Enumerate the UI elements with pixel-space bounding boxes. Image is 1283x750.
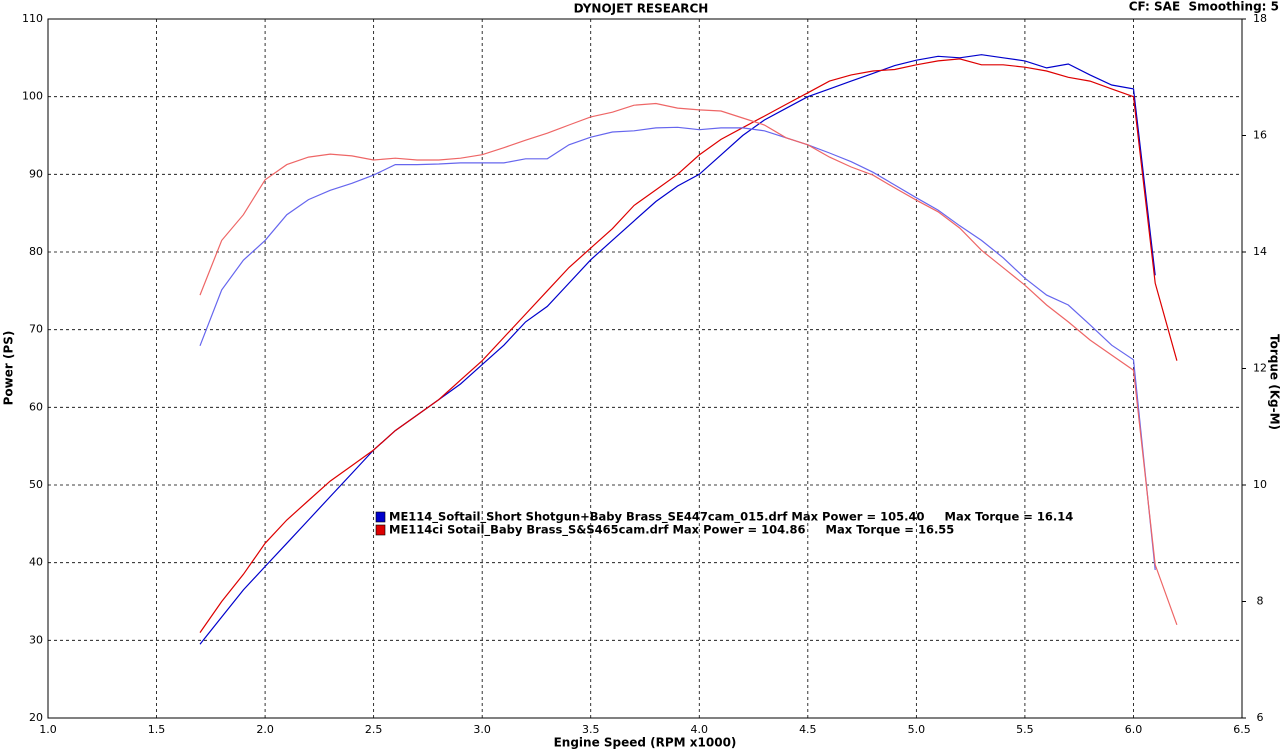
x-axis-label: Engine Speed (RPM x1000) [554,736,737,750]
x-tick-label: 5.0 [908,723,926,736]
x-tick-label: 4.0 [691,723,709,736]
plot-frame [47,18,1243,719]
legend-swatch [375,524,386,536]
x-tick-label: 1.5 [148,723,166,736]
data-line [199,126,1156,571]
x-tick-label: 1.0 [39,723,57,736]
y2-tick-label: 10 [1253,478,1267,491]
y-tick-label: 40 [29,556,43,569]
y2-axis-label: Torque (Kg-M) [1268,334,1282,430]
x-tick-label: 2.0 [256,723,274,736]
y-tick-label: 30 [29,633,43,646]
data-line [199,102,1178,626]
x-tick-label: 2.5 [365,723,383,736]
y2-tick-label: 18 [1253,12,1267,25]
data-line [199,58,1178,633]
y2-tick-label: 8 [1257,595,1264,608]
legend-swatch [375,511,386,523]
y2-tick-label: 12 [1253,362,1267,375]
y-tick-label: 50 [29,478,43,491]
x-tick-label: 4.5 [799,723,817,736]
y-tick-label: 80 [29,245,43,258]
y-tick-label: 100 [22,90,43,103]
y-tick-label: 60 [29,400,43,413]
y-axis-label: Power (PS) [2,331,16,406]
y2-tick-label: 6 [1257,711,1264,724]
subtitle: CF: SAE Smoothing: 5 [1129,0,1279,14]
legend-entry: ME114_Softail_Short Shotgun+Baby Brass_S… [389,510,1073,525]
data-line [199,54,1156,645]
y-tick-label: 70 [29,323,43,336]
y2-tick-label: 16 [1253,129,1267,142]
x-tick-label: 3.5 [582,723,600,736]
legend-entry: ME114ci Sotail_Baby Brass_S&S465cam.drf … [389,523,954,538]
chart-title: DYNOJET RESEARCH [574,2,709,16]
x-tick-label: 6.5 [1233,723,1251,736]
x-tick-label: 6.0 [1125,723,1143,736]
y-tick-label: 20 [29,711,43,724]
x-tick-label: 5.5 [1016,723,1034,736]
y2-tick-label: 14 [1253,245,1267,258]
y-tick-label: 90 [29,167,43,180]
x-tick-label: 3.0 [473,723,491,736]
y-tick-label: 110 [22,12,43,25]
